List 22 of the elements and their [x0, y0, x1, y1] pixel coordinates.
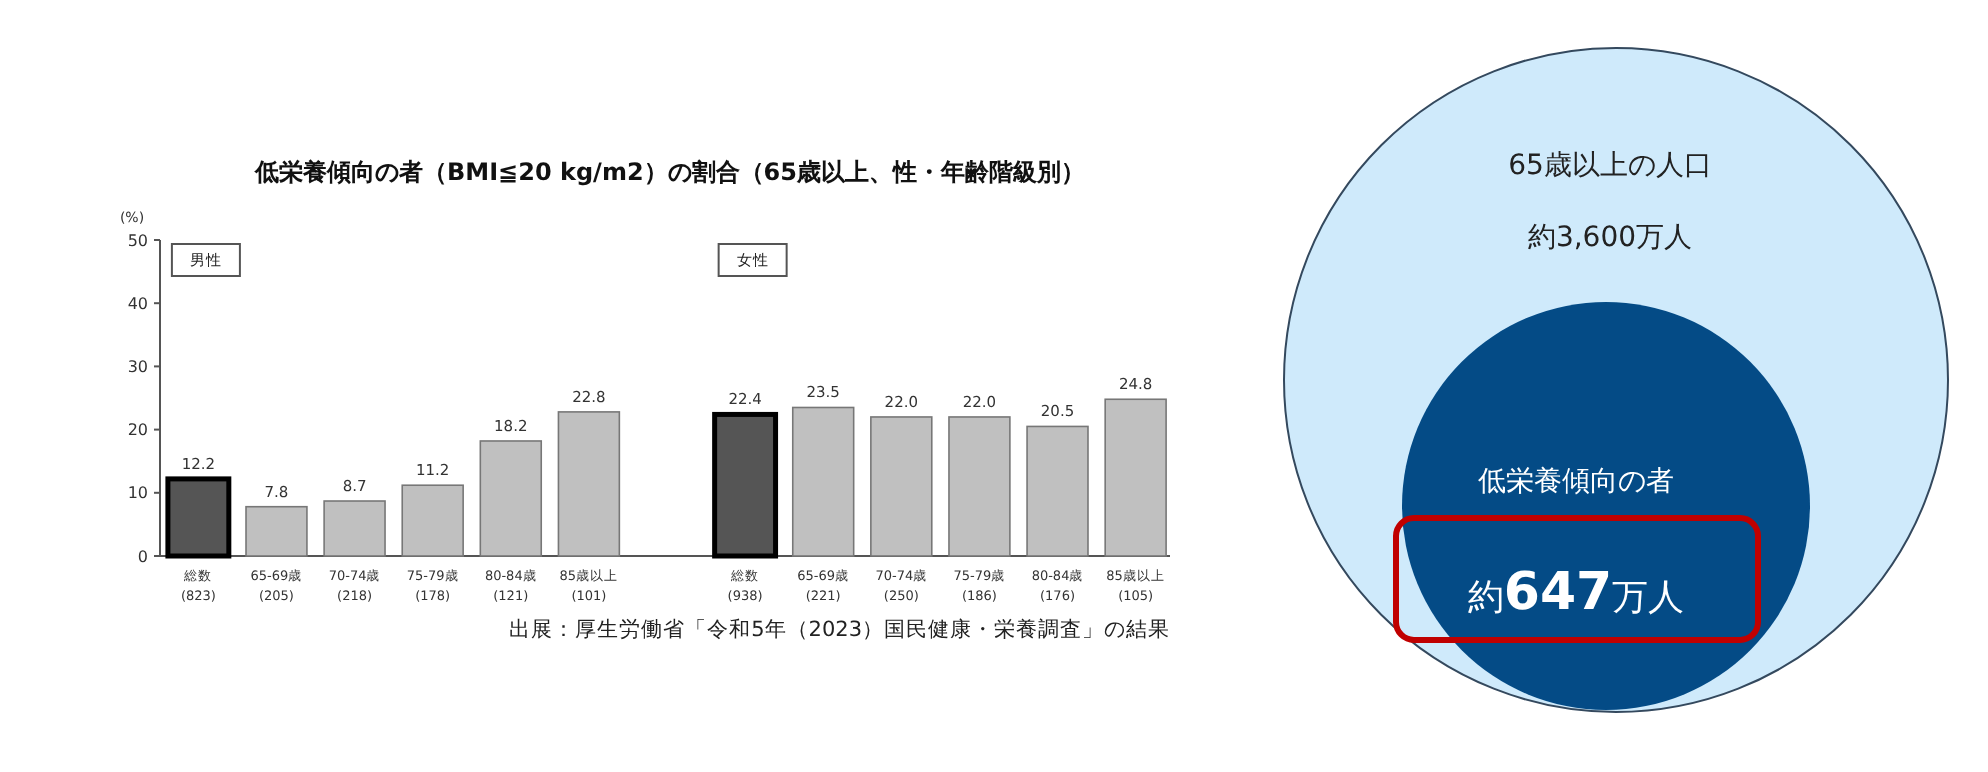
bar [557, 411, 621, 557]
text: 出展：厚生労働省「令和5年（2023）国民健康・栄養調査」の結果 [509, 616, 1170, 642]
bar [948, 416, 1011, 557]
text: 約647万人 [1467, 562, 1685, 623]
bar [870, 416, 933, 557]
bar [1026, 425, 1089, 557]
text: 65歳以上の人口 [1508, 149, 1712, 182]
text: 低栄養傾向の者 [1478, 465, 1674, 498]
y-tick-label: 50 [127, 231, 148, 250]
chart-title: 低栄養傾向の者（BMI≦20 kg/m2）の割合（65歳以上、性・年齢階級別） [253, 158, 1085, 186]
bar [1104, 398, 1167, 557]
y-tick-label: 40 [127, 294, 148, 313]
bar [323, 500, 386, 557]
y-tick-label: 0 [137, 547, 148, 566]
bar [401, 484, 464, 557]
bar [791, 406, 855, 557]
text: 約3,600万人 [1527, 221, 1693, 254]
bar [479, 440, 543, 557]
y-tick-label: 10 [127, 484, 148, 503]
y-tick-label: 30 [127, 358, 148, 376]
bar [245, 505, 308, 557]
y-tick-label: 20 [127, 421, 148, 440]
